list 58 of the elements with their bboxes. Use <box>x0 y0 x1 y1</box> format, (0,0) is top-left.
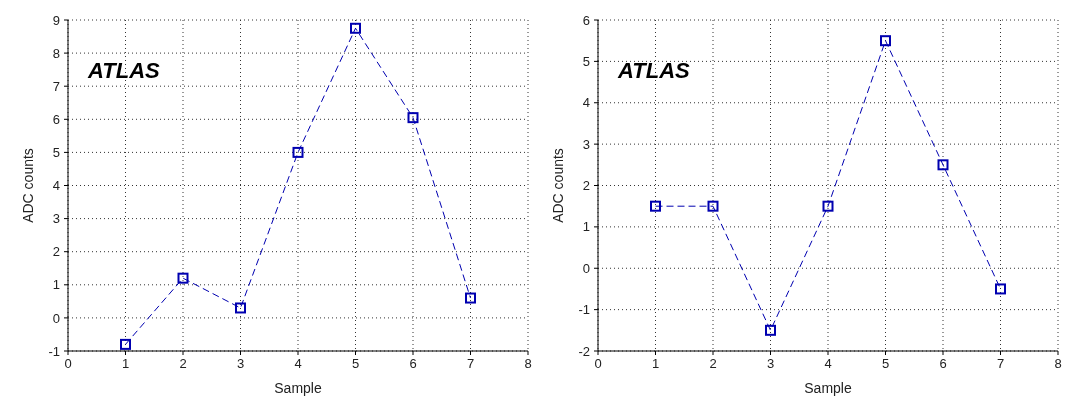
y-tick-label: 6 <box>582 12 590 28</box>
y-tick-label: -2 <box>578 343 590 359</box>
y-tick-label: 7 <box>52 78 60 94</box>
y-tick-label: 1 <box>582 219 590 235</box>
point <box>120 338 131 350</box>
x-tick-label: 1 <box>121 356 130 372</box>
x-tick-label: 0 <box>64 356 72 372</box>
x-tick-label: 8 <box>524 356 532 372</box>
y-tick-label: 4 <box>52 178 60 194</box>
point <box>822 200 834 212</box>
x-tick-label: 2 <box>179 356 187 372</box>
x-tick-label: 7 <box>996 356 1005 372</box>
y-tick-label: 5 <box>52 145 60 161</box>
y-tick-label: -1 <box>578 302 590 318</box>
x-tick-label: 4 <box>824 356 832 372</box>
point <box>465 292 476 304</box>
point <box>765 324 776 336</box>
point <box>880 35 891 47</box>
annotation: ATLAS <box>618 58 690 84</box>
y-tick-label: 3 <box>52 211 60 227</box>
point <box>235 302 246 314</box>
point <box>995 283 1006 295</box>
point <box>937 159 949 171</box>
y-tick-label: 9 <box>52 12 60 28</box>
y-axis-title: ADC counts <box>19 148 36 223</box>
y-tick-label: 2 <box>52 244 60 260</box>
point <box>707 200 719 212</box>
x-tick-label: 7 <box>466 356 475 372</box>
x-tick-label: 2 <box>709 356 717 372</box>
point <box>292 146 304 158</box>
y-tick-label: 1 <box>52 277 60 293</box>
x-tick-label: 6 <box>409 356 417 372</box>
point <box>350 22 361 34</box>
y-tick-label: 4 <box>582 95 590 111</box>
x-tick-label: 3 <box>766 356 775 372</box>
y-tick-label: 6 <box>52 111 60 127</box>
x-tick-label: 8 <box>1054 356 1062 372</box>
x-axis-title: Sample <box>274 380 322 396</box>
y-tick-label: 3 <box>582 136 590 152</box>
annotation: ATLAS <box>88 58 160 84</box>
x-tick-label: 4 <box>294 356 302 372</box>
y-tick-label: 0 <box>52 310 60 326</box>
y-tick-label: 0 <box>582 260 590 276</box>
x-tick-label: 6 <box>939 356 947 372</box>
x-tick-label: 5 <box>351 356 360 372</box>
x-axis-title: Sample <box>804 380 852 396</box>
x-tick-label: 1 <box>651 356 660 372</box>
y-tick-label: -1 <box>48 343 60 359</box>
y-tick-label: 8 <box>52 45 60 61</box>
point <box>650 200 661 212</box>
point <box>407 112 419 124</box>
x-tick-label: 3 <box>236 356 245 372</box>
x-tick-label: 0 <box>594 356 602 372</box>
y-tick-label: 5 <box>582 53 590 69</box>
point <box>177 272 189 284</box>
x-tick-label: 5 <box>881 356 890 372</box>
y-axis-title: ADC counts <box>549 148 566 223</box>
y-tick-label: 2 <box>582 178 590 194</box>
